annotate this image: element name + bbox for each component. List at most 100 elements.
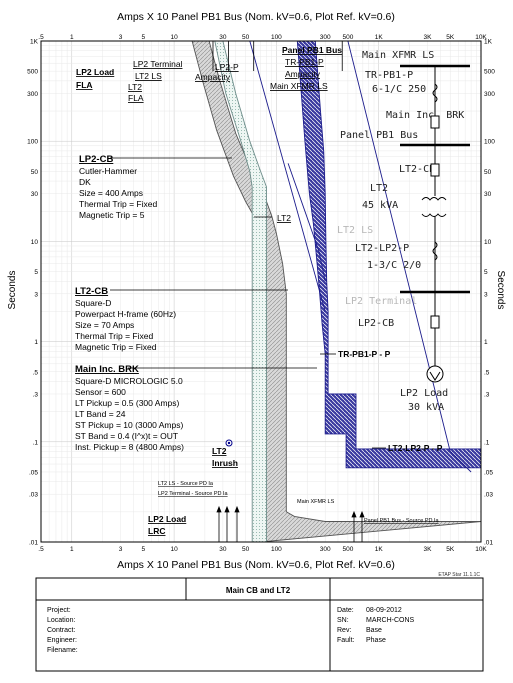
chart-header-title: Amps X 10 Panel PB1 Bus (Nom. kV=0.6, Pl… bbox=[117, 11, 395, 23]
tb-date-label: Date: bbox=[337, 607, 354, 614]
ann-panel-pb1-source: Panel PB1 Bus - Source PD Ia bbox=[364, 518, 440, 524]
x-tick-label-top: 5 bbox=[141, 34, 145, 41]
ann-lp2-load-fla: FLA bbox=[76, 80, 93, 90]
tb-label-engineer: Engineer: bbox=[47, 637, 77, 644]
x-tick-label-top: 500 bbox=[342, 34, 353, 41]
device-lt2-cb-name: LT2-CB bbox=[75, 286, 108, 297]
x-tick-label-bottom: 50 bbox=[242, 546, 250, 553]
ann-lp2-load: LP2 Load bbox=[76, 67, 114, 77]
x-tick-label-top: 50 bbox=[242, 34, 250, 41]
device-lp2-cb-line: Magnetic Trip = 5 bbox=[79, 210, 145, 220]
title-block-frame bbox=[35, 577, 484, 672]
breaker-lt2-icon bbox=[430, 163, 440, 177]
y-tick-label-left: 1 bbox=[34, 339, 38, 346]
x-tick-label-top: 30 bbox=[219, 34, 227, 41]
y-tick-label-right: 30 bbox=[484, 191, 492, 198]
device-main-line: Square-D MICROLOGIC 5.0 bbox=[75, 376, 183, 386]
label-lt2-lp2-p: LT2-LP2-P bbox=[355, 243, 409, 254]
x-tick-label-bottom: 500 bbox=[342, 546, 353, 553]
label-panel-pb1-bus: Panel PB1 Bus bbox=[340, 130, 418, 141]
y-tick-label-right: 50 bbox=[484, 169, 492, 176]
x-tick-label-top: 3K bbox=[424, 34, 433, 41]
y-tick-label-left: .3 bbox=[33, 391, 39, 398]
x-tick-label-bottom: 3 bbox=[119, 546, 123, 553]
y-tick-label-right: 1K bbox=[484, 39, 493, 46]
x-tick-label-bottom: .5 bbox=[38, 546, 44, 553]
tb-label-filename: Filename: bbox=[47, 647, 78, 654]
y-tick-label-right: .3 bbox=[484, 391, 490, 398]
curve-annotations: LP2 Load FLA LP2 Terminal LT2 LS LT2 FLA… bbox=[76, 45, 443, 536]
tb-rev-label: Rev: bbox=[337, 627, 351, 634]
label-main-inc-brk: Main Inc. BRK bbox=[386, 110, 464, 121]
y-tick-label-left: 5 bbox=[34, 269, 38, 276]
x-tick-label-bottom: 100 bbox=[271, 546, 282, 553]
bottom-arrow-markers bbox=[216, 505, 365, 542]
tb-fault-label: Fault: bbox=[337, 637, 355, 644]
inrush-marker-dot-icon bbox=[227, 441, 231, 445]
y-tick-label-right: .03 bbox=[484, 492, 493, 499]
ticks-layer: .5 .5 1 1 3 3 5 5 10 10 30 30 50 50 100 100 300 300 500 500… bbox=[27, 34, 495, 553]
ann-main-xfmr-ls: Main XFMR LS bbox=[270, 81, 328, 91]
tb-label-contract: Contract: bbox=[47, 627, 75, 634]
y-tick-label-right: 100 bbox=[484, 139, 495, 146]
ann-ampacity-2: Ampacity bbox=[285, 69, 321, 79]
arrow-head-icon bbox=[359, 510, 365, 518]
ann-lp2-terminal: LP2 Terminal bbox=[133, 59, 183, 69]
label-30kva: 30 kVA bbox=[408, 402, 444, 413]
y-axis-label-right: Seconds bbox=[495, 271, 506, 310]
load-arrow-icon bbox=[429, 371, 441, 381]
device-main-line: LT Pickup = 0.5 (300 Amps) bbox=[75, 398, 180, 408]
x-tick-label-top: 3 bbox=[119, 34, 123, 41]
y-tick-label-right: .01 bbox=[484, 540, 493, 547]
y-tick-label-left: 10 bbox=[31, 239, 39, 246]
label-lp2-terminal: LP2 Terminal bbox=[345, 296, 417, 307]
device-lp2-cb-line: DK bbox=[79, 177, 91, 187]
title-block-title: Main CB and LT2 bbox=[226, 586, 291, 595]
y-tick-label-right: 500 bbox=[484, 69, 495, 76]
y-tick-label-right: 10 bbox=[484, 239, 492, 246]
label-lt2: LT2 bbox=[370, 183, 388, 194]
ann-ampacity-1: Ampacity bbox=[195, 72, 231, 82]
x-tick-label-top: 10 bbox=[170, 34, 178, 41]
plot-frame bbox=[40, 40, 482, 543]
y-tick-label-left: 3 bbox=[34, 291, 38, 298]
y-tick-label-left: 50 bbox=[31, 169, 39, 176]
tb-sn-label: SN: bbox=[337, 617, 349, 624]
ann-panel-pb1-bus: Panel PB1 Bus bbox=[282, 45, 342, 55]
y-tick-label-left: .05 bbox=[29, 469, 38, 476]
curve-tr-pb1-damage bbox=[347, 40, 472, 473]
y-tick-label-left: 30 bbox=[31, 191, 39, 198]
breaker-main-icon bbox=[430, 115, 440, 129]
label-lt2-cb: LT2-CB bbox=[399, 164, 435, 175]
label-lp2-load: LP2 Load bbox=[400, 388, 448, 399]
x-tick-label-bottom: 1K bbox=[375, 546, 384, 553]
tb-fault-value: Phase bbox=[366, 637, 386, 644]
device-lt2-cb-line: Magnetic Trip = Fixed bbox=[75, 342, 157, 352]
x-tick-label-bottom: 1 bbox=[70, 546, 74, 553]
y-tick-label-left: .5 bbox=[33, 369, 39, 376]
y-tick-label-right: .5 bbox=[484, 369, 490, 376]
y-tick-label-left: .01 bbox=[29, 540, 38, 547]
y-tick-label-left: 300 bbox=[27, 91, 38, 98]
cable-coil2-icon bbox=[432, 241, 438, 261]
ann-lt2-inrush: LT2 bbox=[212, 446, 227, 456]
device-lt2-cb-line: Powerpact H-frame (60Hz) bbox=[75, 309, 176, 319]
y-tick-label-left: 100 bbox=[27, 139, 38, 146]
tb-sn-value: MARCH-CONS bbox=[366, 617, 415, 624]
y-tick-label-left: .1 bbox=[33, 439, 39, 446]
ann-lt2-ls: LT2 LS bbox=[135, 71, 162, 81]
device-main-line: Inst. Pickup = 8 (4800 Amps) bbox=[75, 442, 184, 452]
ann-lt2-lp2-p-p: LT2-LP2-P - P bbox=[388, 443, 443, 453]
device-main-line: ST Pickup = 10 (3000 Amps) bbox=[75, 420, 183, 430]
title-block: ETAP Star 11.1.1C Main CB and LT2 Projec… bbox=[35, 572, 484, 672]
curve-lt2-damage bbox=[249, 40, 326, 312]
y-tick-label-right: 3 bbox=[484, 291, 488, 298]
y-tick-label-right: .05 bbox=[484, 469, 493, 476]
series-band-main-inc-brk bbox=[296, 40, 482, 469]
x-tick-label-top: 5K bbox=[446, 34, 455, 41]
device-lp2-cb-line: Cutler-Hammer bbox=[79, 166, 137, 176]
ann-tr-pb1-p: TR-PB1-P bbox=[285, 57, 324, 67]
ann-lp2-terminal-source: LP2 Terminal - Source PD Ia bbox=[158, 491, 229, 497]
